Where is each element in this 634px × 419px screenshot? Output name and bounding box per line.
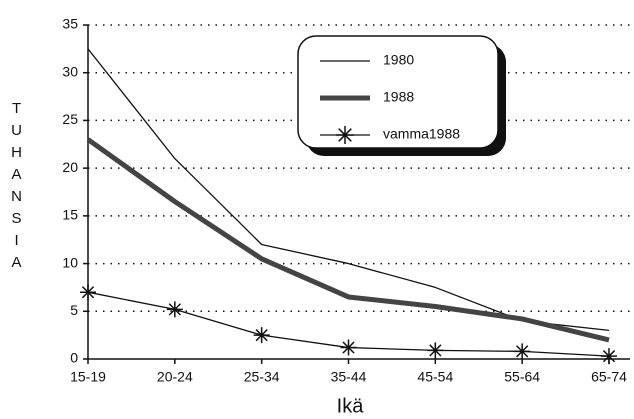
legend-box	[297, 35, 499, 149]
y-axis-label: TUHANSIA	[8, 100, 25, 276]
point-marker	[601, 348, 617, 365]
point-marker	[514, 343, 531, 360]
x-axis-label: Ikä	[337, 395, 365, 417]
legend-label: vamma1988	[383, 126, 460, 142]
point-marker	[340, 339, 357, 356]
x-tick-label: 35-44	[331, 369, 367, 385]
x-tick-label: 65-74	[591, 369, 627, 385]
x-tick-label: 20-24	[157, 369, 193, 385]
point-marker	[80, 284, 96, 301]
point-marker	[427, 342, 444, 359]
point-marker	[253, 327, 270, 344]
y-tick-label: 10	[62, 254, 78, 270]
y-tick-label: 20	[62, 159, 78, 175]
y-tick-label: 35	[62, 16, 78, 32]
point-marker	[166, 301, 183, 318]
y-tick-label: 25	[62, 111, 78, 127]
y-tick-label: 15	[62, 207, 78, 223]
y-tick-label: 5	[70, 302, 78, 318]
y-tick-label: 0	[70, 350, 78, 366]
y-tick-label: 30	[62, 63, 78, 79]
x-tick-label: 15-19	[70, 369, 106, 385]
x-tick-label: 55-64	[504, 369, 540, 385]
legend-marker	[336, 126, 354, 144]
series-line	[86, 137, 610, 343]
legend-label: 1980	[383, 52, 414, 68]
x-tick-label: 25-34	[244, 369, 280, 385]
legend-label: 1988	[383, 89, 414, 105]
x-tick-label: 45-54	[417, 369, 453, 385]
